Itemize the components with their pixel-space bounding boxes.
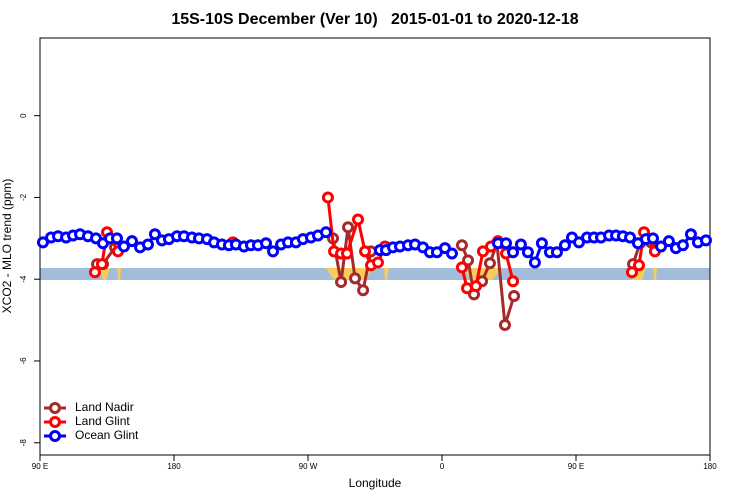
data-point — [455, 239, 468, 252]
chart-title: 15S-10S December (Ver 10) 2015-01-01 to … — [171, 11, 578, 28]
data-point — [349, 272, 362, 285]
legend-label: Land Nadir — [75, 400, 134, 414]
legend-marker — [49, 402, 61, 414]
data-point — [625, 266, 638, 279]
data-point — [662, 235, 675, 248]
data-point — [462, 254, 475, 267]
y-tick-label: -4 — [19, 275, 28, 283]
land-patch — [117, 268, 121, 280]
data-point — [371, 256, 384, 269]
x-tick-label: 90 E — [568, 462, 584, 471]
data-point — [141, 238, 154, 251]
data-point — [110, 232, 123, 245]
data-point — [36, 236, 49, 249]
data-point — [646, 232, 659, 245]
data-point — [558, 239, 571, 252]
data-point — [117, 240, 130, 253]
land-ocean-band — [40, 268, 710, 280]
data-point — [624, 231, 637, 244]
x-tick-label: 180 — [703, 462, 717, 471]
data-point — [572, 236, 585, 249]
legend-marker — [49, 430, 61, 442]
x-tick-label: 180 — [167, 462, 181, 471]
x-tick-label: 0 — [440, 462, 445, 471]
data-point — [352, 213, 365, 226]
data-point — [476, 245, 489, 258]
data-point — [335, 276, 348, 289]
data-point — [148, 228, 161, 241]
data-point — [126, 235, 139, 248]
y-axis-label: XCO2 - MLO trend (ppm) — [0, 179, 14, 314]
data-point — [500, 237, 513, 250]
data-point — [267, 245, 280, 258]
data-point — [341, 247, 354, 260]
y-tick-label: -2 — [19, 193, 28, 201]
legend-label: Land Glint — [75, 414, 130, 428]
data-point — [535, 237, 548, 250]
data-point — [507, 246, 520, 259]
land-patch — [464, 268, 502, 280]
data-point — [342, 221, 355, 234]
data-point — [455, 261, 468, 274]
x-tick-label: 90 W — [299, 462, 318, 471]
legend-label: Ocean Glint — [75, 428, 139, 442]
data-point — [498, 318, 511, 331]
land-patch — [100, 268, 110, 280]
data-point — [655, 240, 668, 253]
data-point — [469, 280, 482, 293]
data-point — [95, 258, 108, 271]
y-tick-label: -8 — [19, 439, 28, 447]
data-point — [508, 289, 521, 302]
x-axis-label: Longitude — [349, 476, 402, 490]
data-point — [514, 238, 527, 251]
y-tick-label: 0 — [19, 113, 28, 118]
land-patch — [653, 268, 657, 280]
data-point — [320, 226, 333, 239]
data-point — [550, 246, 563, 259]
data-point — [260, 237, 273, 250]
data-point — [699, 234, 712, 247]
data-point — [676, 239, 689, 252]
data-point — [632, 259, 645, 272]
data-point — [483, 257, 496, 270]
data-point — [521, 246, 534, 259]
data-point — [445, 247, 458, 260]
x-tick-label: 90 E — [32, 462, 48, 471]
data-point — [88, 266, 101, 279]
ocean-band — [40, 268, 710, 280]
data-point — [321, 191, 334, 204]
y-tick-label: -6 — [19, 357, 28, 365]
data-point — [359, 245, 372, 258]
legend-marker — [49, 416, 61, 428]
data-point — [507, 275, 520, 288]
data-point — [684, 228, 697, 241]
data-point — [357, 284, 370, 297]
data-point — [528, 256, 541, 269]
land-patch — [384, 268, 389, 280]
